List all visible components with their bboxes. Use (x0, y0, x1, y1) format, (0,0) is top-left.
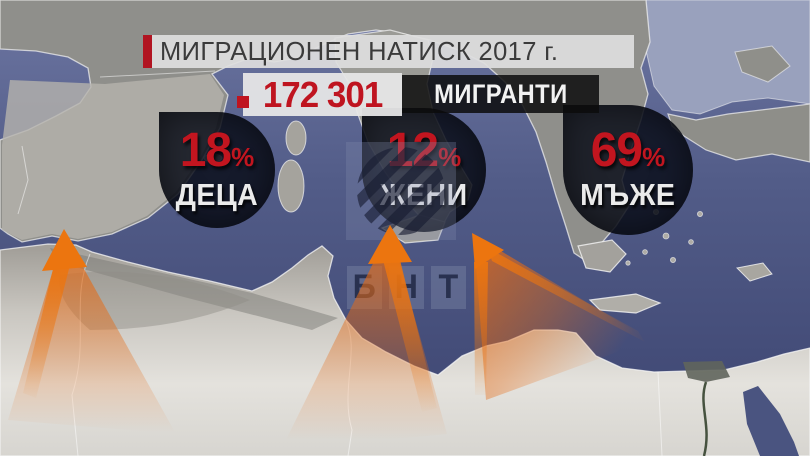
stat-percent: 69% (590, 124, 666, 177)
bnt-letter-tile: Т (431, 266, 466, 309)
stat-percent: 18% (179, 124, 255, 177)
bnt-logo-icon (338, 128, 464, 254)
stat-badge-children: 18% ДЕЦА (159, 112, 275, 228)
bnt-logo-watermark (338, 128, 464, 254)
arrow-to-greece (472, 233, 650, 400)
title-bar: МИГРАЦИОНЕН НАТИСК 2017 г. (143, 35, 634, 68)
percent-sign: % (438, 142, 462, 172)
red-square-bullet (237, 96, 249, 108)
page-title: МИГРАЦИОНЕН НАТИСК 2017 г. (160, 36, 559, 66)
stat-badge-men: 69% МЪЖЕ (563, 105, 693, 235)
percent-sign: % (231, 142, 255, 172)
arrow-to-spain (8, 229, 176, 434)
stat-label: МЪЖЕ (580, 177, 676, 212)
percent-sign: % (642, 142, 666, 172)
stat-label: ДЕЦА (175, 177, 259, 212)
total-migrants-number: 172 301 (262, 73, 383, 115)
arrow-to-italy (281, 225, 447, 450)
migrants-label-panel: МИГРАНТИ (402, 75, 599, 113)
title-accent-bar (143, 35, 152, 68)
migrants-label: МИГРАНТИ (433, 78, 568, 109)
total-migrants-panel: 172 301 (237, 73, 402, 116)
